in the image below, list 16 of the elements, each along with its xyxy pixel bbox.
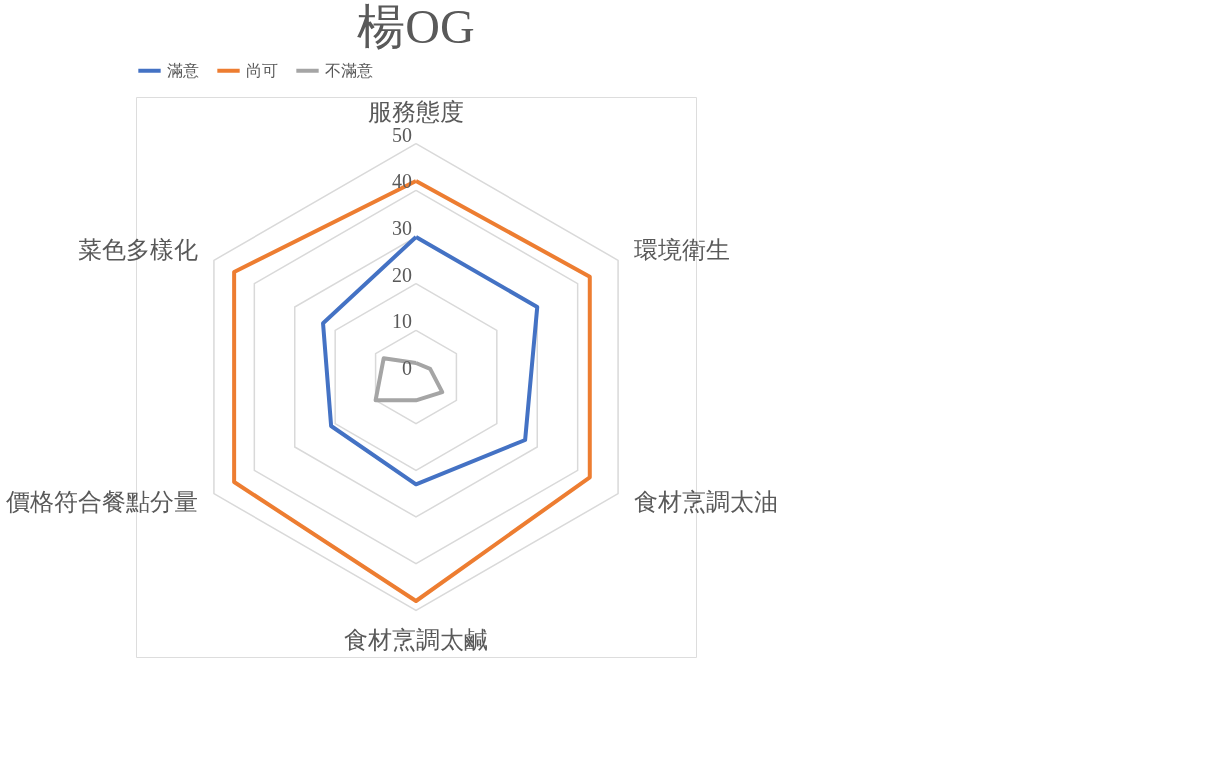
legend-label: 滿意 [167, 61, 199, 79]
spoke-label: 菜色多樣化 [77, 237, 198, 263]
spoke-label: 價格符合餐點分量 [5, 489, 198, 515]
spoke-label: 服務態度 [368, 99, 464, 125]
y-tick-label: 30 [392, 217, 412, 239]
y-tick-label: 40 [392, 170, 412, 193]
y-tick-label: 10 [392, 310, 412, 333]
spoke-label: 食材烹調太油 [634, 489, 779, 515]
legend-label: 不滿意 [325, 61, 373, 79]
legend-label: 尚可 [246, 61, 278, 79]
spoke-label: 食材烹調太鹹 [344, 627, 488, 653]
spoke-label: 環境衛生 [634, 237, 731, 263]
y-tick-label: 0 [402, 357, 412, 379]
y-tick-label: 50 [392, 123, 412, 146]
chart-title: 楊OG [357, 0, 475, 53]
y-tick-label: 20 [392, 263, 412, 286]
